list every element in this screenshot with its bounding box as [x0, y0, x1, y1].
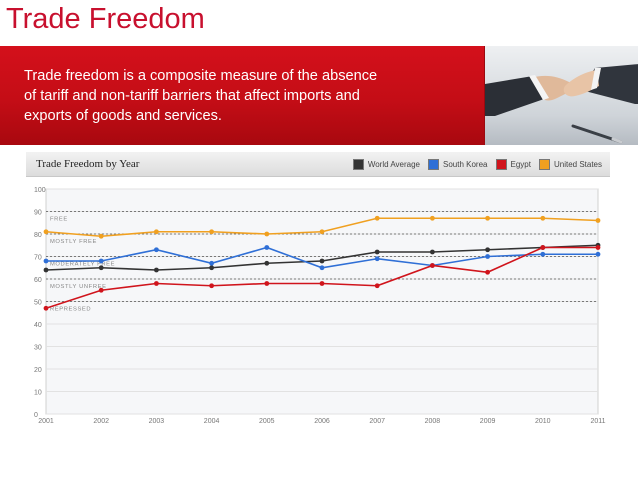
- x-tick-label: 2007: [369, 418, 385, 425]
- data-point-united-states: [319, 229, 325, 235]
- band-label: FREE: [50, 217, 68, 223]
- x-tick-label: 2011: [590, 418, 605, 425]
- x-tick-label: 2006: [314, 418, 330, 425]
- data-point-south-korea: [374, 256, 380, 262]
- data-point-south-korea: [209, 260, 215, 266]
- data-point-world-average: [43, 267, 49, 273]
- y-tick-label: 50: [34, 300, 42, 307]
- data-point-egypt: [319, 281, 325, 286]
- y-tick-label: 80: [34, 232, 42, 239]
- data-point-egypt: [540, 245, 546, 250]
- data-point-egypt: [43, 305, 49, 311]
- y-tick-label: 60: [34, 277, 42, 284]
- x-tick-label: 2001: [38, 418, 54, 425]
- legend-swatch: [428, 158, 440, 170]
- band-label: MOSTLY FREE: [50, 239, 97, 245]
- legend-item-world-average: World Average: [352, 158, 421, 170]
- x-tick-label: 2010: [535, 418, 551, 425]
- data-point-united-states: [430, 215, 435, 221]
- legend-item-south-korea: South Korea: [428, 158, 488, 170]
- data-point-south-korea: [43, 258, 49, 264]
- data-point-world-average: [98, 265, 104, 271]
- handshake-icon: [485, 64, 638, 144]
- data-point-world-average: [430, 249, 435, 255]
- data-point-world-average: [154, 267, 159, 273]
- legend-label: Egypt: [510, 159, 531, 169]
- chart-plot: 0 10 20 30 40 50 60 70 80 90 100 FREE MOSTLY FREE MOD…: [34, 187, 606, 425]
- y-tick-label: 20: [34, 367, 42, 374]
- data-point-south-korea: [485, 254, 490, 259]
- y-tick-label: 30: [34, 345, 42, 352]
- data-point-united-states: [595, 218, 601, 223]
- data-point-south-korea: [264, 245, 270, 250]
- handshake-photo: [484, 46, 638, 145]
- legend-label: World Average: [367, 159, 421, 169]
- x-tick-label: 2008: [425, 418, 441, 425]
- data-point-egypt: [209, 283, 215, 289]
- x-tick-label: 2005: [259, 418, 275, 425]
- data-point-egypt: [430, 263, 435, 268]
- y-tick-label: 40: [34, 322, 42, 329]
- data-point-egypt: [98, 287, 104, 293]
- x-tick-label: 2003: [149, 418, 165, 425]
- banner-description: Trade freedom is a composite measure of …: [24, 68, 378, 124]
- data-point-united-states: [540, 215, 546, 221]
- data-point-south-korea: [98, 258, 104, 264]
- y-tick-label: 0: [34, 412, 38, 419]
- legend-swatch: [352, 158, 364, 170]
- legend-item-united-states: United States: [538, 158, 602, 170]
- data-point-egypt: [264, 281, 270, 286]
- x-tick-label: 2002: [93, 418, 109, 425]
- chart-header: Trade Freedom by Year World Average South…: [26, 152, 610, 177]
- data-point-united-states: [485, 215, 490, 221]
- x-tick-label: 2009: [480, 418, 496, 425]
- trade-freedom-chart: Trade Freedom by Year World Average South…: [26, 152, 610, 425]
- x-tick-label: 2004: [204, 418, 220, 425]
- chart-legend: World Average South Korea Egypt United Stat…: [345, 157, 602, 171]
- data-point-egypt: [485, 269, 490, 275]
- data-point-south-korea: [319, 265, 325, 271]
- data-point-world-average: [485, 247, 490, 253]
- data-point-world-average: [209, 265, 215, 271]
- y-tick-label: 100: [34, 187, 46, 194]
- data-point-south-korea: [540, 251, 546, 257]
- band-label: MODERATELY FREE: [50, 262, 115, 268]
- data-point-united-states: [264, 231, 270, 237]
- y-tick-label: 10: [34, 390, 42, 397]
- slide-title: Trade Freedom: [6, 3, 205, 35]
- data-point-world-average: [374, 249, 380, 255]
- data-point-world-average: [264, 260, 270, 266]
- data-point-south-korea: [154, 247, 159, 253]
- data-point-world-average: [319, 258, 325, 264]
- chart-title: Trade Freedom by Year: [36, 158, 140, 170]
- legend-label: United States: [553, 159, 602, 169]
- legend-label: South Korea: [443, 159, 488, 169]
- band-label: REPRESSED: [50, 307, 91, 313]
- y-tick-label: 90: [34, 210, 42, 217]
- data-point-united-states: [374, 215, 380, 221]
- data-point-egypt: [374, 283, 380, 289]
- data-point-egypt: [595, 245, 601, 250]
- data-point-south-korea: [595, 251, 601, 257]
- data-point-united-states: [98, 233, 104, 239]
- legend-swatch: [495, 158, 507, 170]
- y-tick-label: 70: [34, 255, 42, 262]
- data-point-united-states: [43, 229, 49, 235]
- legend-item-egypt: Egypt: [495, 158, 531, 170]
- legend-swatch: [538, 158, 550, 170]
- header-banner: Trade freedom is a composite measure of …: [0, 46, 638, 145]
- data-point-united-states: [154, 229, 159, 235]
- data-point-united-states: [209, 229, 215, 235]
- band-label: MOSTLY UNFREE: [50, 284, 107, 290]
- data-point-egypt: [154, 281, 159, 286]
